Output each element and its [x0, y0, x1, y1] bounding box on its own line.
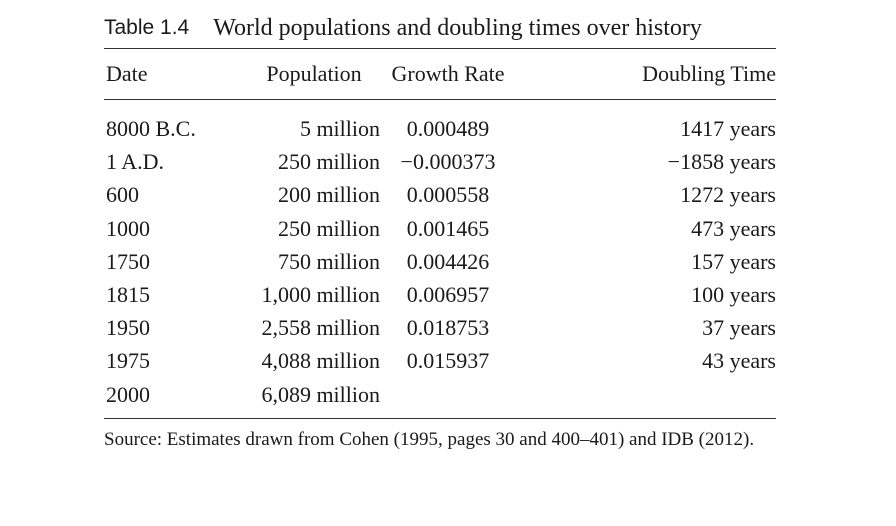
- population-cell: 200 million: [277, 182, 380, 208]
- table-row: 1950 2,558 million 0.018753 37 years: [104, 311, 776, 344]
- doubling-time-cell: −1858 years: [667, 149, 776, 175]
- column-header-growth-rate: Growth Rate: [391, 61, 505, 86]
- top-rule: [104, 48, 776, 49]
- date-cell: 1950: [106, 315, 150, 341]
- population-cell: 250 million: [277, 149, 380, 175]
- date-cell: 8000 B.C.: [106, 116, 196, 141]
- population-cell: 6,089 million: [261, 381, 380, 407]
- column-header-date: Date: [106, 61, 148, 86]
- column-header-doubling-time: Doubling Time: [642, 61, 776, 86]
- population-cell: 1,000 million: [261, 281, 380, 307]
- table-figure: Table 1.4 World populations and doubling…: [104, 8, 776, 454]
- doubling-time-cell: 37 years: [702, 315, 776, 341]
- date-cell: 1000: [106, 215, 150, 241]
- table-row: 1000 250 million 0.001465 473 years: [104, 212, 776, 245]
- growth-rate-cell: 0.018753: [406, 315, 490, 341]
- doubling-time-cell: 43 years: [702, 348, 776, 374]
- table-label: Table 1.4: [104, 16, 190, 39]
- table-title: World populations and doubling times ove…: [213, 14, 702, 41]
- table-header-row: Date Population Growth Rate Doubling Tim…: [104, 49, 776, 99]
- table-row: 1750 750 million 0.004426 157 years: [104, 245, 776, 278]
- population-cell: 750 million: [277, 248, 380, 274]
- table-caption: Table 1.4 World populations and doubling…: [104, 8, 776, 48]
- growth-rate-cell: 0.015937: [406, 348, 490, 374]
- table-body: 8000 B.C. 5 million 0.000489 1417 years 1 A.…: [104, 100, 776, 418]
- table-row: 1815 1,000 million 0.006957 100 years: [104, 278, 776, 311]
- bottom-rule: [104, 417, 776, 419]
- table-row: 600 200 million 0.000558 1272 years: [104, 178, 776, 211]
- table-row: 1975 4,088 million 0.015937 43 years: [104, 344, 776, 377]
- table-row: 2000 6,089 million: [104, 378, 776, 411]
- header-rule: [104, 99, 776, 100]
- doubling-time-cell: 1417 years: [680, 116, 776, 141]
- date-cell: 2000: [106, 381, 150, 407]
- growth-rate-cell: 0.001465: [406, 215, 490, 241]
- date-cell: 1750: [106, 248, 150, 274]
- population-cell: 250 million: [277, 215, 380, 241]
- doubling-time-cell: 473 years: [691, 215, 776, 241]
- growth-rate-cell: 0.000489: [406, 116, 490, 141]
- growth-rate-cell: −0.000373: [400, 149, 496, 175]
- doubling-time-cell: 100 years: [691, 281, 776, 307]
- population-cell: 2,558 million: [261, 315, 380, 341]
- date-cell: 1975: [106, 348, 150, 374]
- population-cell: 4,088 million: [261, 348, 380, 374]
- date-cell: 1 A.D.: [106, 149, 165, 175]
- column-header-population: Population: [266, 61, 362, 86]
- growth-rate-cell: 0.006957: [406, 281, 490, 307]
- growth-rate-cell: 0.004426: [406, 248, 490, 274]
- table-row: 1 A.D. 250 million −0.000373 −1858 years: [104, 145, 776, 178]
- table-row: 8000 B.C. 5 million 0.000489 1417 years: [104, 112, 776, 145]
- table-source-note: Source: Estimates drawn from Cohen (1995…: [104, 428, 755, 450]
- growth-rate-cell: 0.000558: [406, 182, 490, 208]
- doubling-time-cell: 1272 years: [680, 182, 776, 208]
- doubling-time-cell: 157 years: [691, 248, 776, 274]
- population-cell: 5 million: [299, 116, 380, 141]
- date-cell: 1815: [106, 281, 150, 307]
- date-cell: 600: [106, 182, 139, 208]
